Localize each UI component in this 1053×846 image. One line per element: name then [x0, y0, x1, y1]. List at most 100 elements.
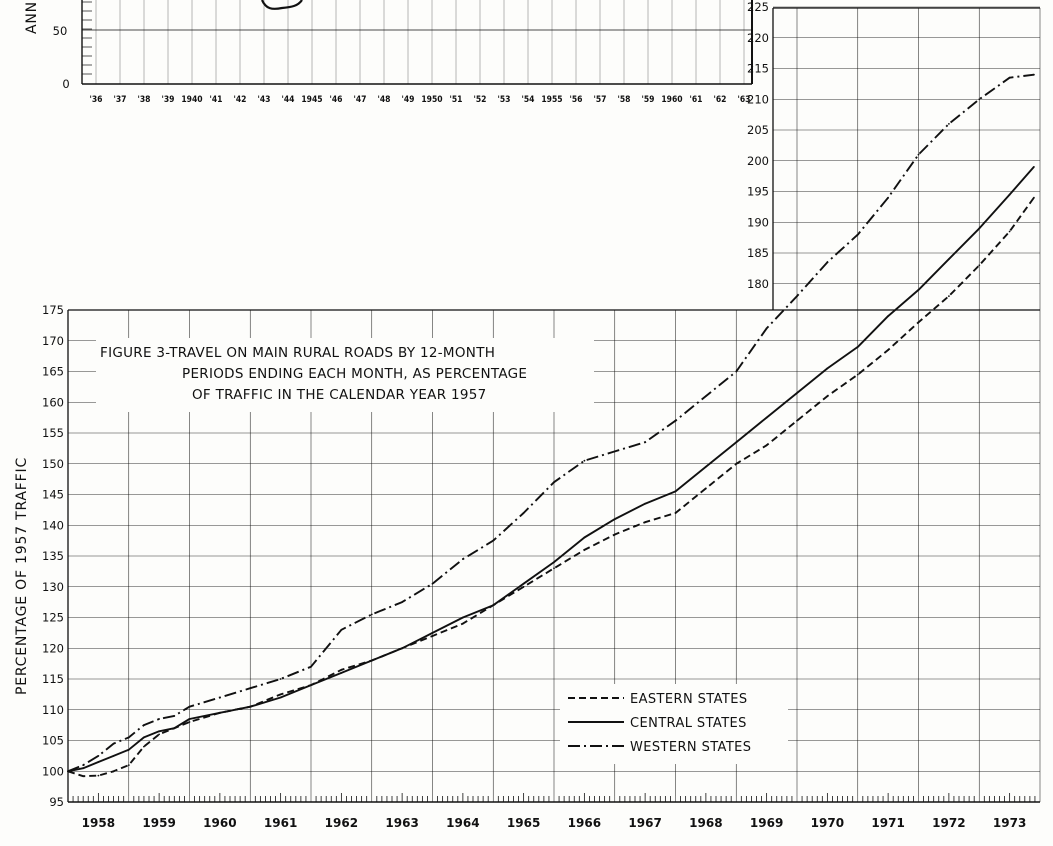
main-y-tick-label: 105	[42, 734, 64, 748]
main-x-tick-label: 1965	[507, 816, 540, 830]
data-point	[340, 668, 343, 671]
data-point	[948, 295, 950, 297]
inset-x-tick-label: 1945	[301, 95, 322, 105]
data-point	[856, 233, 859, 236]
data-point	[917, 321, 920, 324]
inset-x-tick-label: '53	[498, 95, 511, 105]
inset-x-tick-label: '46	[330, 95, 343, 105]
data-point	[431, 635, 434, 637]
data-point	[158, 733, 161, 736]
data-point	[1033, 73, 1035, 76]
data-point	[82, 764, 85, 766]
chart-title-line-1: FIGURE 3-TRAVEL ON MAIN RURAL ROADS BY 1…	[100, 345, 495, 361]
data-point	[553, 481, 555, 484]
main-chart: 95 100 105 110 115 120 125 130 135 140 145 150 155 16…	[14, 303, 1041, 830]
data-point	[143, 736, 145, 739]
data-point	[188, 721, 191, 723]
data-point	[644, 441, 646, 444]
data-point	[370, 613, 373, 616]
upper-y-tick-label: 190	[747, 215, 769, 229]
data-point	[82, 767, 85, 770]
data-point	[492, 604, 495, 607]
inset-x-tick-label: '44	[282, 95, 295, 105]
data-point	[310, 665, 312, 668]
inset-x-tick-label: 1960	[661, 95, 682, 105]
data-point	[188, 718, 191, 720]
data-point	[826, 367, 829, 370]
main-y-tick-label: 140	[42, 518, 64, 532]
main-x-tick-label: 1962	[325, 816, 358, 830]
data-point	[462, 616, 464, 619]
data-point	[522, 585, 525, 588]
inset-x-tick-label: '39	[162, 95, 175, 105]
main-x-tick-label: 1960	[203, 816, 236, 830]
data-point	[826, 395, 829, 397]
title-background	[96, 338, 594, 412]
data-point	[1008, 193, 1011, 196]
data-point	[705, 487, 707, 490]
series-line-western-states	[67, 73, 1035, 773]
data-point	[82, 775, 85, 778]
inset-x-tick-label: '62	[714, 95, 727, 105]
data-point	[735, 462, 738, 465]
data-point	[173, 715, 176, 717]
data-point	[705, 395, 707, 397]
main-y-tick-label: 155	[42, 426, 64, 440]
data-point	[310, 684, 312, 686]
upper-y-tick-label: 225	[747, 0, 769, 14]
data-point	[1033, 166, 1035, 168]
data-point	[674, 419, 677, 422]
data-point	[249, 705, 252, 708]
data-point	[1008, 76, 1011, 79]
data-point	[735, 370, 738, 373]
upper-y-tick-label: 200	[747, 154, 769, 168]
data-point	[127, 764, 130, 766]
main-x-tick-label: 1973	[993, 816, 1026, 830]
main-x-tick-label: 1972	[932, 816, 965, 830]
data-point	[340, 672, 343, 674]
main-y-tick-label: 95	[49, 795, 64, 809]
data-point	[143, 724, 145, 726]
data-point	[431, 632, 434, 634]
upper-y-tick-label: 210	[747, 92, 769, 106]
main-x-tick-label: 1964	[446, 816, 479, 830]
inset-x-tick-label: 1950	[421, 95, 442, 105]
data-point	[219, 696, 221, 699]
data-point	[765, 416, 768, 419]
data-point	[796, 295, 798, 297]
main-y-tick-label: 125	[42, 611, 64, 625]
data-point	[97, 761, 100, 763]
inset-y-axis-label: ANN	[24, 1, 40, 34]
series-line-central-states	[67, 166, 1035, 773]
data-point	[67, 770, 69, 773]
data-point	[735, 441, 738, 444]
inset-x-tick-label: '54	[522, 95, 535, 105]
data-point	[370, 659, 373, 662]
inset-x-tick-label: '57	[594, 95, 607, 105]
data-point	[1033, 196, 1035, 199]
inset-x-tick-label: '49	[402, 95, 415, 105]
data-point	[765, 327, 768, 330]
data-point	[978, 227, 981, 230]
data-point	[948, 123, 950, 125]
data-point	[462, 558, 464, 560]
main-y-tick-label: 120	[42, 641, 64, 655]
data-point	[340, 628, 343, 631]
main-x-tick-label: 1961	[264, 816, 297, 830]
data-point	[492, 539, 495, 542]
main-y-tick-label: 165	[42, 365, 64, 379]
upper-y-tick-label: 205	[747, 123, 769, 137]
legend-box	[560, 684, 788, 764]
data-point	[583, 459, 586, 462]
data-point	[856, 373, 859, 376]
data-point	[917, 153, 920, 156]
data-point	[97, 755, 100, 757]
inset-x-tick-label: '41	[210, 95, 223, 105]
main-x-tick-label: 1970	[811, 816, 844, 830]
series-line-eastern-states	[67, 197, 1035, 778]
inset-x-tick-label: '38	[138, 95, 151, 105]
data-point	[978, 264, 981, 267]
main-y-tick-label: 160	[42, 395, 64, 409]
data-point	[158, 718, 161, 720]
